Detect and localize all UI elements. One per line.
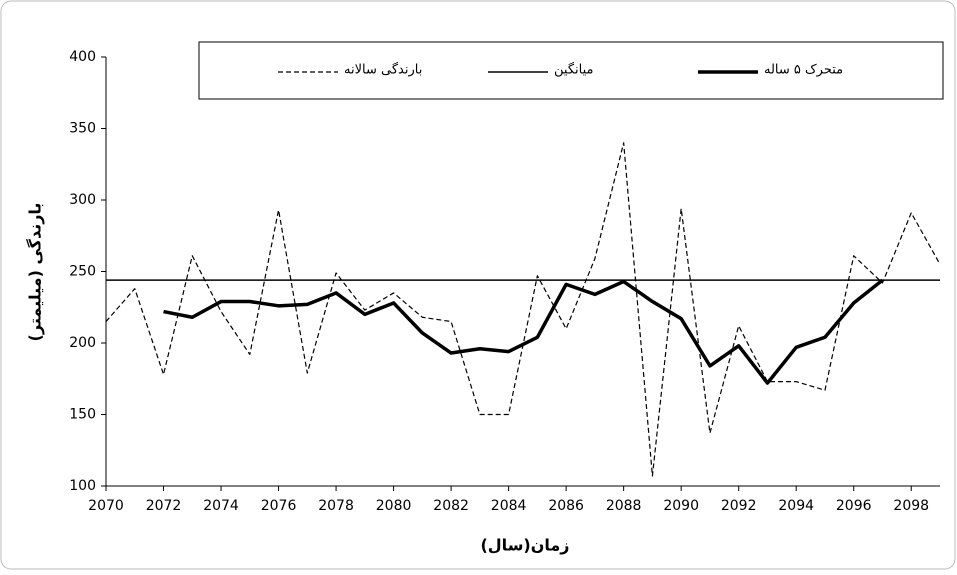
x-tick-label: 2082 <box>433 498 469 514</box>
x-tick-label: 2078 <box>318 498 354 514</box>
legend-label: بارندگی سالانه <box>344 62 422 78</box>
y-axis-label: بارندگی (میلیمتر) <box>26 203 45 342</box>
x-tick-label: 2076 <box>261 498 297 514</box>
series-line <box>163 278 884 385</box>
x-tick-label: 2074 <box>203 498 239 514</box>
x-axis-label: زمان(سال) <box>480 536 569 555</box>
legend-label: متحرک ۵ ساله <box>764 63 843 78</box>
y-tick-label: 300 <box>69 192 96 208</box>
x-tick-label: 2090 <box>663 498 699 514</box>
x-tick-label: 2096 <box>836 498 872 514</box>
x-tick-label: 2070 <box>88 498 124 514</box>
x-tick-label: 2094 <box>778 498 814 514</box>
y-tick-label: 200 <box>69 335 96 351</box>
x-tick-label: 2084 <box>491 498 527 514</box>
legend-label: میانگین <box>554 62 593 78</box>
x-tick-label: 2098 <box>893 498 929 514</box>
legend-box <box>198 41 944 100</box>
y-tick-label: 250 <box>69 264 96 280</box>
y-tick-label: 100 <box>69 478 96 494</box>
y-tick-label: 350 <box>69 121 96 137</box>
y-tick-label: 400 <box>69 49 96 65</box>
x-tick-label: 2072 <box>146 498 182 514</box>
x-tick-label: 2080 <box>376 498 412 514</box>
y-tick-label: 150 <box>69 407 96 423</box>
x-tick-label: 2092 <box>721 498 757 514</box>
x-tick-label: 2086 <box>548 498 584 514</box>
x-tick-label: 2088 <box>606 498 642 514</box>
